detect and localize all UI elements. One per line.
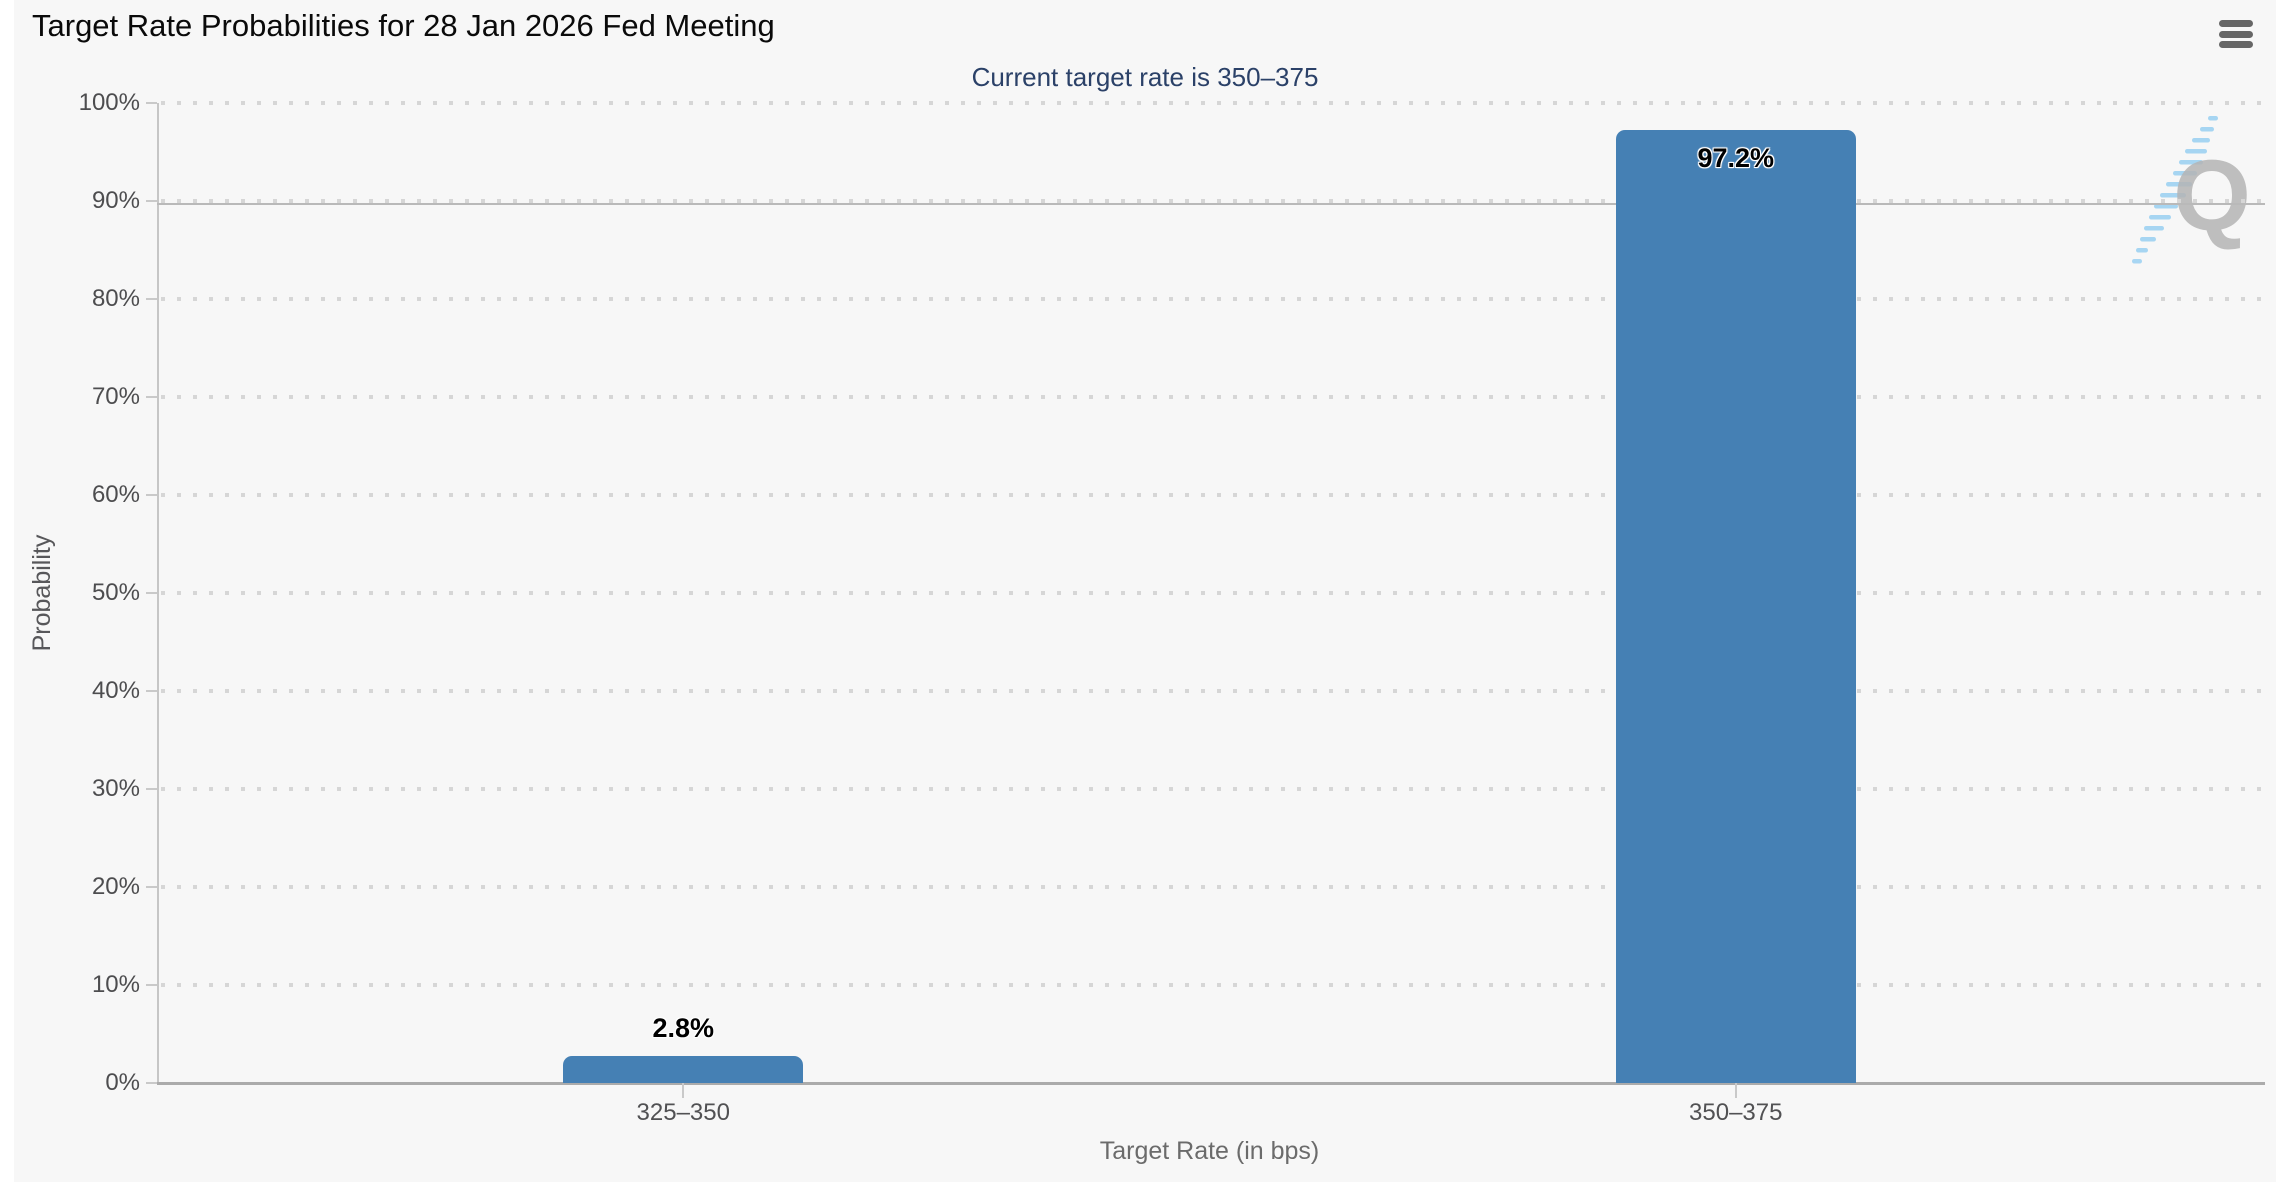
- x-axis-category-label: 350–375: [1689, 1099, 1783, 1126]
- y-axis-tick: [146, 396, 157, 398]
- bar-325–350[interactable]: [563, 1055, 804, 1083]
- x-axis-tick: [1734, 1083, 1737, 1098]
- x-axis-title: Target Rate (in bps): [1099, 1137, 1320, 1165]
- gridline: [161, 297, 2264, 301]
- y-axis-tick: [146, 984, 157, 986]
- y-axis-label: 0%: [105, 1069, 140, 1096]
- y-axis-tick: [146, 886, 157, 888]
- gridline: [161, 395, 2264, 399]
- gridline: [161, 199, 2264, 203]
- y-axis-title: Probability: [28, 534, 56, 652]
- y-axis-label: 80%: [91, 285, 140, 312]
- blue-dash-slash-icon: [2132, 116, 2218, 264]
- x-axis-line: [157, 1082, 2265, 1085]
- y-axis-label: 30%: [91, 775, 140, 802]
- x-axis-tick: [682, 1083, 685, 1098]
- fed-meeting-probability-chart: Target Rate Probabilities for 28 Jan 202…: [14, 0, 2276, 1182]
- hamburger-menu-icon: [2219, 20, 2253, 48]
- y-axis-tick: [146, 788, 157, 790]
- y-axis-tick: [146, 102, 157, 104]
- gridline: [161, 101, 2264, 105]
- chart-title: Target Rate Probabilities for 28 Jan 202…: [32, 8, 775, 43]
- y-axis-label: 90%: [91, 187, 140, 214]
- y-axis-label: 70%: [91, 383, 140, 410]
- y-axis-tick: [146, 690, 157, 692]
- y-axis-label: 20%: [91, 873, 140, 900]
- y-axis-label: 10%: [91, 971, 140, 998]
- chart-context-menu-button[interactable]: [2211, 12, 2259, 56]
- gridline: [161, 591, 2264, 595]
- y-axis-label: 40%: [91, 677, 140, 704]
- gridline: [161, 493, 2264, 497]
- y-axis-tick: [146, 298, 157, 300]
- gridline: [161, 689, 2264, 693]
- plot-area: 0% 10% 20% 30% 40% 50% 60% 70% 80% 90% 100% 2.8% 325…: [14, 0, 2276, 1182]
- y-axis-label: 50%: [91, 579, 140, 606]
- y-axis-label: 60%: [91, 481, 140, 508]
- bar-value-label: 2.8%: [652, 1012, 715, 1043]
- y-axis-label: 100%: [78, 89, 140, 116]
- chart-subtitle: Current target rate is 350–375: [971, 62, 1319, 92]
- gridline: [161, 885, 2264, 889]
- quikstrike-watermark: Q: [14, 0, 2276, 1182]
- gridline: [161, 787, 2264, 791]
- y-axis-tick: [146, 592, 157, 594]
- gridline: [161, 983, 2264, 987]
- y-axis-tick: [146, 1082, 157, 1084]
- x-axis-category-label: 325–350: [636, 1099, 730, 1126]
- watermark-q-letter: Q: [2173, 140, 2251, 252]
- y-axis-tick: [146, 494, 157, 496]
- plot-line: [157, 203, 2265, 205]
- y-axis-line: [157, 103, 159, 1084]
- y-axis-tick: [146, 200, 157, 202]
- bar-value-label: 97.2%: [1697, 143, 1775, 174]
- bar-350–375[interactable]: [1615, 130, 1856, 1083]
